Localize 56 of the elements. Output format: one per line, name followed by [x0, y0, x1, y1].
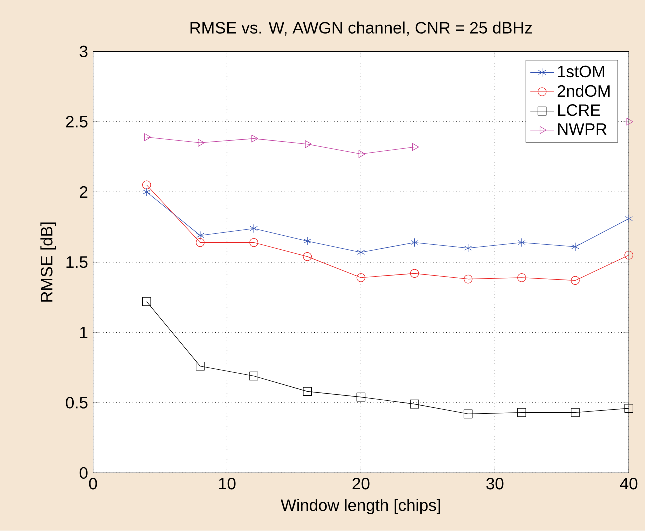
- point: [624, 404, 634, 414]
- point: [143, 188, 151, 197]
- y-tick-label: 2: [80, 186, 88, 198]
- point: [303, 252, 312, 262]
- y-tick-label: 2.5: [66, 116, 88, 128]
- legend-label: 1stOM: [558, 66, 604, 78]
- point: [626, 118, 634, 126]
- point: [464, 410, 473, 419]
- point: [624, 251, 634, 260]
- point: [303, 387, 312, 396]
- point: [250, 372, 258, 381]
- point: [356, 392, 366, 402]
- point: [571, 276, 580, 286]
- point: [410, 238, 419, 248]
- x-tick-label: 0: [89, 478, 98, 490]
- x-tick-label: 30: [486, 478, 504, 490]
- point: [144, 134, 152, 142]
- point: [198, 139, 205, 147]
- point: [196, 362, 205, 371]
- y-axis-title: RMSE [dB]: [40, 222, 56, 302]
- point: [464, 244, 472, 253]
- point: [356, 274, 366, 282]
- y-tick-label: 3: [80, 46, 88, 58]
- y-tick-label: 0: [80, 467, 88, 480]
- legend-label: NWPR: [558, 124, 607, 136]
- point: [358, 150, 366, 158]
- point: [252, 135, 258, 143]
- point: [412, 143, 420, 152]
- point: [250, 224, 258, 234]
- point: [410, 269, 420, 278]
- point: [518, 274, 526, 282]
- point: [464, 274, 473, 284]
- point: [305, 140, 312, 148]
- legend-label: LCRE: [558, 104, 600, 116]
- point: [196, 238, 205, 248]
- x-axis-title: Window length [chips]: [280, 499, 440, 515]
- point: [572, 242, 580, 252]
- point: [304, 237, 312, 246]
- point: [410, 400, 420, 409]
- point: [250, 238, 258, 248]
- point: [196, 231, 204, 240]
- x-tick-label: 10: [219, 478, 236, 490]
- point: [142, 297, 152, 306]
- x-tick-label: 20: [352, 478, 370, 490]
- point: [142, 180, 152, 190]
- point: [518, 408, 526, 418]
- point: [518, 238, 526, 248]
- chart-title: RMSE vs. W, AWGN channel, CNR = 25 dBHz: [190, 22, 532, 36]
- y-tick-label: 0.5: [66, 397, 88, 409]
- x-tick-label: 40: [620, 478, 638, 490]
- y-tick-label: 1: [80, 327, 88, 338]
- point: [625, 214, 633, 224]
- point: [571, 408, 580, 418]
- legend-label: 2ndOM: [558, 85, 610, 98]
- point: [357, 248, 366, 258]
- y-tick-label: 1.5: [66, 256, 88, 268]
